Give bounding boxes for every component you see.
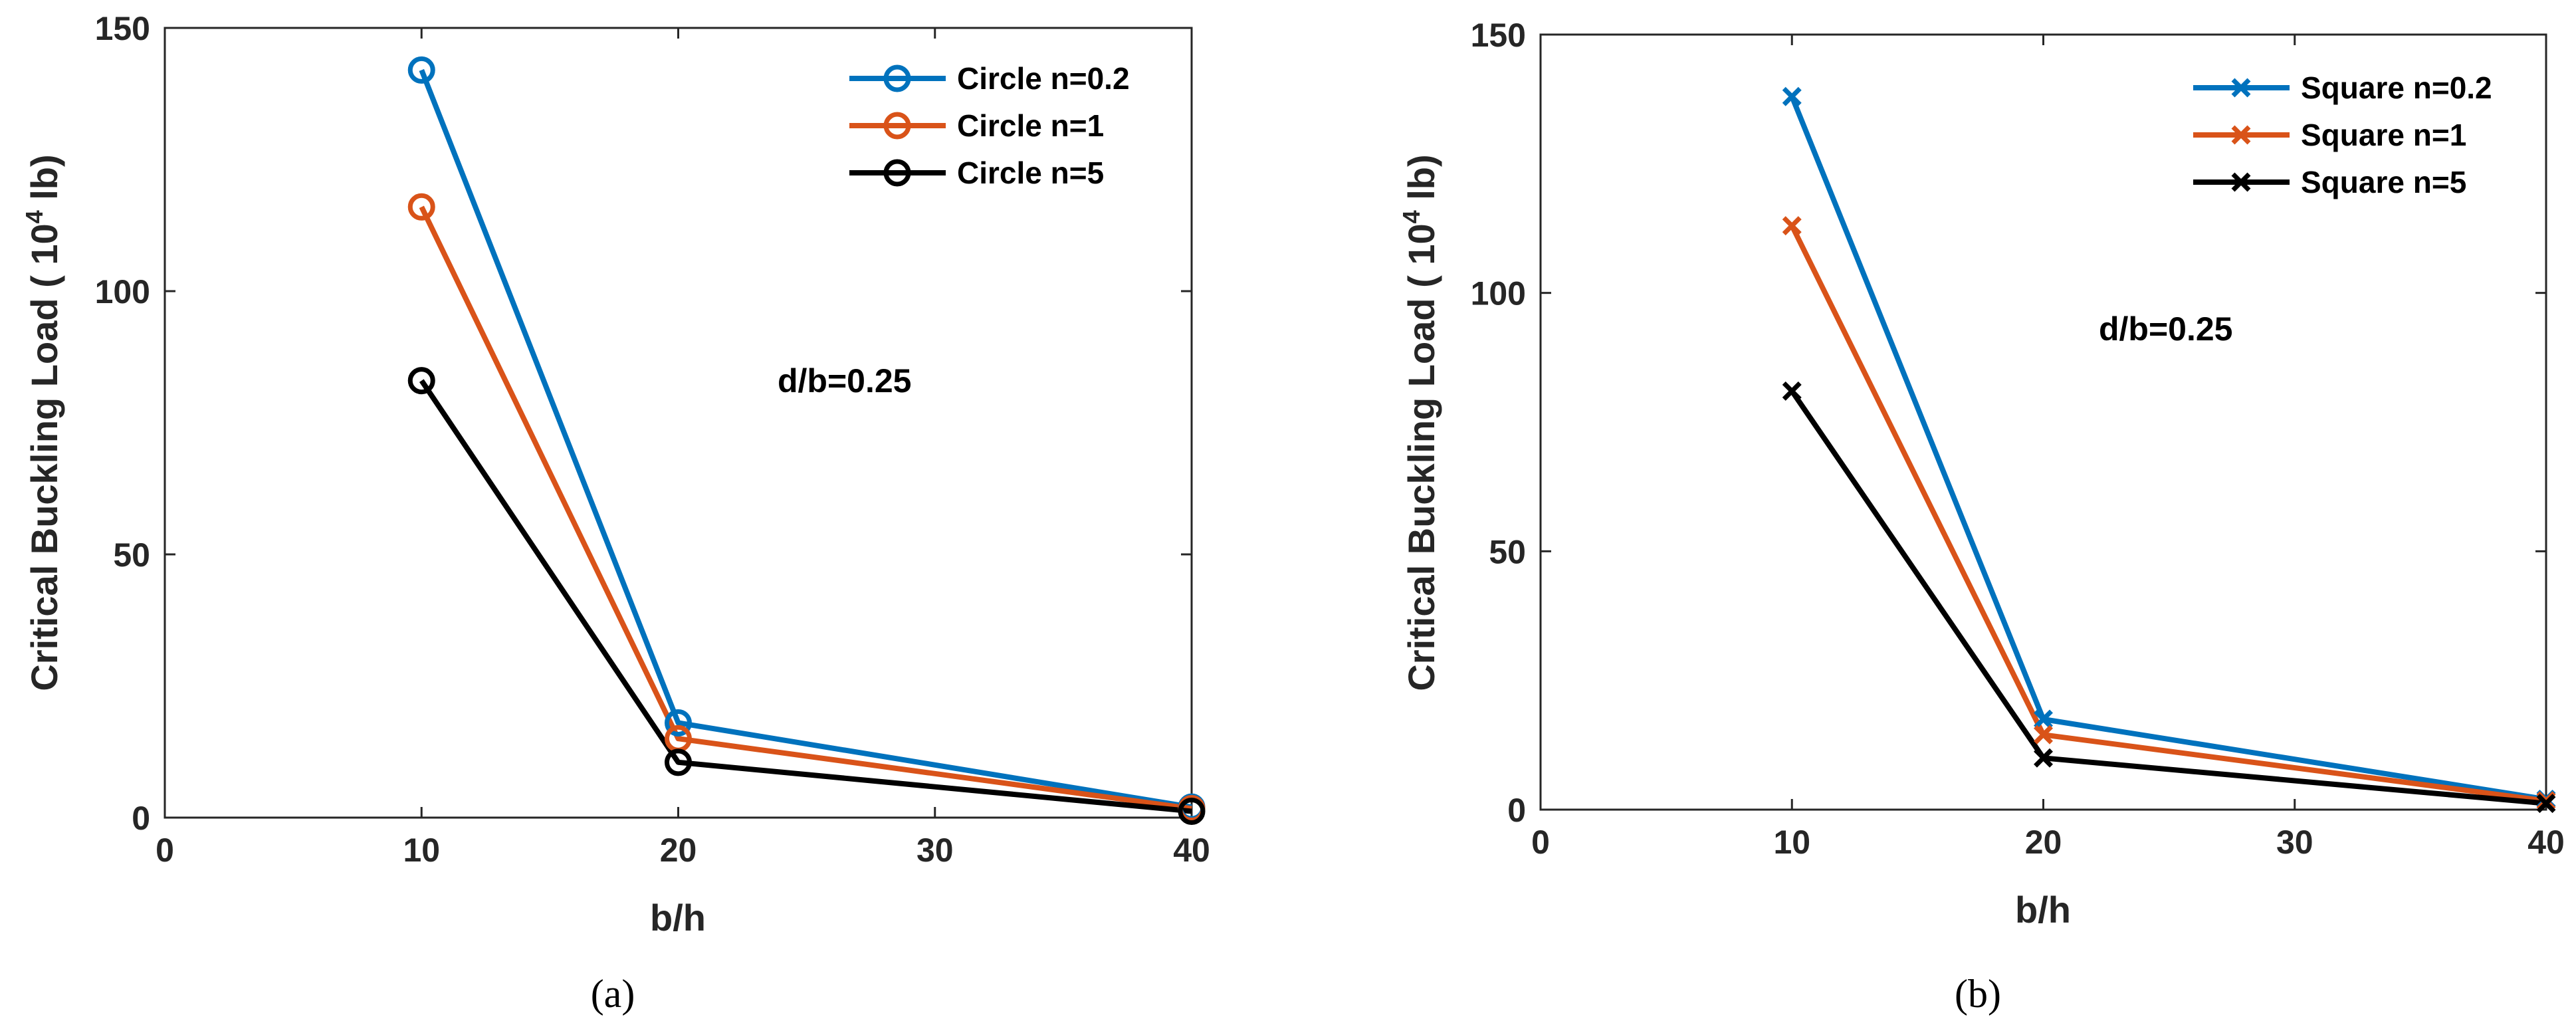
legend-marker-b-2: [2231, 172, 2251, 192]
series-line-a-1: [419, 205, 1192, 812]
legend-label-b-0: Square n=0.2: [2301, 70, 2492, 105]
y-axis-label-b-sup: 4: [1398, 210, 1425, 223]
caption-b: (b): [1955, 972, 2001, 1016]
y-axis-label-a-sup: 4: [21, 210, 48, 223]
x-axis-label-a: b/h: [650, 897, 706, 939]
legend-marker-a-2: [883, 159, 911, 187]
data-point-b-0-1: [2034, 709, 2053, 729]
data-point-a-2-1: [665, 748, 692, 776]
legend-label-a-2: Circle n=5: [957, 156, 1104, 190]
x-tick-label-a-3: 30: [916, 832, 954, 869]
data-point-a-2-0: [407, 367, 435, 395]
x-axis-label-b: b/h: [2015, 889, 2071, 931]
y-tick-label-b-1: 50: [1489, 533, 1526, 570]
x-tick-label-a-0: 0: [156, 832, 174, 869]
y-axis-label-a: Critical Buckling Load ( 104 lb): [21, 154, 65, 691]
annotation-b: d/b=0.25: [2099, 310, 2233, 348]
chart-panel-b: 0 10 20 30 40 0 50 100 150 b/h Critical Buckling…: [1398, 17, 2565, 1016]
x-tick-label-b-1: 10: [1773, 824, 1810, 861]
y-tick-label-a-1: 50: [113, 536, 150, 574]
series-markers-b: [1782, 86, 2556, 814]
data-point-b-2-2: [2536, 794, 2556, 814]
data-point-b-2-0: [1782, 381, 1802, 401]
legend-items-b: Square n=0.2 Square n=1 Square n=5: [2193, 70, 2492, 199]
x-tick-label-b-2: 20: [2025, 824, 2062, 861]
y-tick-label-b-3: 150: [1471, 17, 1526, 54]
data-point-a-2-2: [1178, 797, 1206, 825]
x-tick-label-b-3: 30: [2276, 824, 2313, 861]
y-tick-label-b-0: 0: [1507, 792, 1526, 829]
legend-items-a: Circle n=0.2 Circle n=1 Circle n=5: [849, 61, 1130, 190]
data-point-b-0-0: [1782, 86, 1802, 106]
legend-marker-b-1: [2231, 125, 2251, 145]
ticks-a: 0 10 20 30 40 0 50 100 150: [95, 10, 1210, 869]
series-line-a-0: [419, 68, 1192, 810]
y-tick-label-a-2: 100: [95, 273, 150, 310]
x-tick-label-a-1: 10: [403, 832, 440, 869]
x-tick-label-a-2: 20: [660, 832, 697, 869]
data-point-b-1-0: [1782, 216, 1802, 236]
y-tick-label-b-2: 100: [1471, 275, 1526, 312]
y-axis-label-a-main: Critical Buckling Load ( 10: [23, 223, 65, 691]
data-point-b-2-1: [2034, 748, 2053, 768]
series-line-a-2: [419, 379, 1192, 814]
legend-marker-b-0: [2231, 78, 2251, 98]
data-point-a-1-0: [407, 193, 435, 221]
legend-marker-a-1: [883, 112, 911, 140]
chart-panel-a: 0 10 20 30 40 0 50 100 150 b/h Critical Buckling…: [21, 10, 1210, 1016]
series-markers-a: [407, 56, 1206, 825]
data-point-a-0-0: [407, 56, 435, 84]
x-tick-label-b-0: 0: [1531, 824, 1550, 861]
ticks-b: 0 10 20 30 40 0 50 100 150: [1471, 17, 2565, 861]
legend-label-a-1: Circle n=1: [957, 108, 1104, 143]
series-lines-a: [419, 68, 1192, 814]
y-axis-label-b-end: lb): [1400, 154, 1442, 210]
x-tick-label-b-4: 40: [2527, 824, 2565, 861]
legend-label-a-0: Circle n=0.2: [957, 61, 1130, 96]
legend-a: Circle n=0.2 Circle n=1 Circle n=5: [832, 50, 1178, 203]
y-axis-label-a-end: lb): [23, 154, 65, 210]
data-point-b-1-1: [2034, 725, 2053, 744]
x-tick-label-a-4: 40: [1173, 832, 1210, 869]
legend-label-b-1: Square n=1: [2301, 118, 2466, 152]
data-point-a-0-1: [665, 709, 692, 737]
y-tick-label-a-0: 0: [132, 800, 150, 837]
caption-a: (a): [591, 972, 635, 1016]
legend-b: Square n=0.2 Square n=1 Square n=5: [2177, 58, 2536, 211]
y-tick-label-a-3: 150: [95, 10, 150, 47]
legend-label-b-2: Square n=5: [2301, 165, 2466, 199]
legend-marker-a-0: [883, 64, 911, 92]
y-axis-label-b: Critical Buckling Load ( 104 lb): [1398, 154, 1442, 691]
annotation-a: d/b=0.25: [778, 362, 912, 399]
y-axis-label-b-main: Critical Buckling Load ( 10: [1400, 223, 1442, 691]
